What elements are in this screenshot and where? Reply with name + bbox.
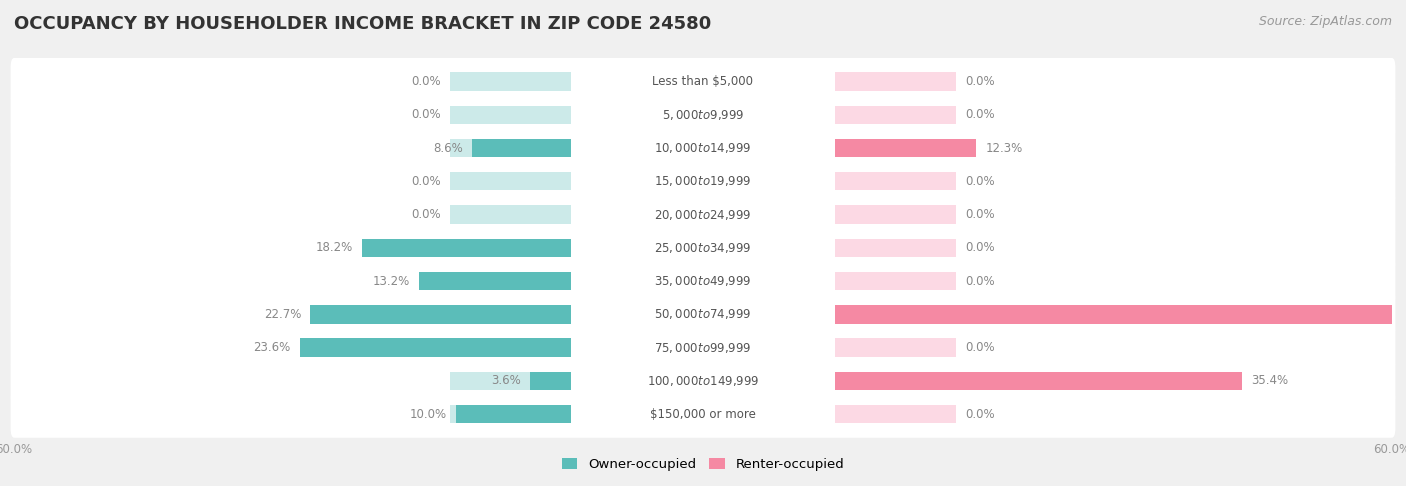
- Text: 8.6%: 8.6%: [433, 141, 463, 155]
- Bar: [835, 139, 956, 157]
- Bar: [835, 105, 956, 124]
- Text: $100,000 to $149,999: $100,000 to $149,999: [647, 374, 759, 388]
- Text: 0.0%: 0.0%: [412, 108, 441, 122]
- Bar: [299, 338, 571, 357]
- Bar: [450, 272, 571, 290]
- Bar: [450, 372, 571, 390]
- Bar: [450, 239, 571, 257]
- Bar: [472, 139, 571, 157]
- Text: 18.2%: 18.2%: [315, 242, 353, 254]
- Bar: [835, 338, 956, 357]
- Text: $15,000 to $19,999: $15,000 to $19,999: [654, 174, 752, 189]
- FancyBboxPatch shape: [11, 324, 1395, 371]
- Bar: [450, 172, 571, 191]
- Legend: Owner-occupied, Renter-occupied: Owner-occupied, Renter-occupied: [557, 453, 849, 476]
- Bar: [530, 372, 571, 390]
- Text: 10.0%: 10.0%: [409, 408, 447, 420]
- FancyBboxPatch shape: [11, 191, 1395, 238]
- Bar: [835, 305, 956, 324]
- Text: $25,000 to $34,999: $25,000 to $34,999: [654, 241, 752, 255]
- Bar: [835, 372, 956, 390]
- Text: $20,000 to $24,999: $20,000 to $24,999: [654, 208, 752, 222]
- Bar: [450, 405, 571, 423]
- Bar: [835, 139, 976, 157]
- Text: $75,000 to $99,999: $75,000 to $99,999: [654, 341, 752, 355]
- Text: 0.0%: 0.0%: [965, 108, 994, 122]
- Text: 0.0%: 0.0%: [965, 242, 994, 254]
- Text: 0.0%: 0.0%: [412, 75, 441, 88]
- Bar: [456, 405, 571, 423]
- Bar: [450, 139, 571, 157]
- FancyBboxPatch shape: [11, 91, 1395, 139]
- Bar: [361, 239, 571, 257]
- Text: 22.7%: 22.7%: [264, 308, 301, 321]
- Bar: [450, 72, 571, 91]
- Bar: [835, 72, 956, 91]
- FancyBboxPatch shape: [11, 158, 1395, 205]
- FancyBboxPatch shape: [11, 224, 1395, 272]
- Bar: [450, 338, 571, 357]
- Text: $150,000 or more: $150,000 or more: [650, 408, 756, 420]
- FancyBboxPatch shape: [11, 124, 1395, 172]
- FancyBboxPatch shape: [11, 258, 1395, 305]
- Bar: [450, 105, 571, 124]
- Text: $5,000 to $9,999: $5,000 to $9,999: [662, 108, 744, 122]
- Text: 0.0%: 0.0%: [965, 408, 994, 420]
- Bar: [835, 272, 956, 290]
- Bar: [419, 272, 571, 290]
- Text: $10,000 to $14,999: $10,000 to $14,999: [654, 141, 752, 155]
- Bar: [835, 405, 956, 423]
- Text: OCCUPANCY BY HOUSEHOLDER INCOME BRACKET IN ZIP CODE 24580: OCCUPANCY BY HOUSEHOLDER INCOME BRACKET …: [14, 15, 711, 33]
- Bar: [835, 206, 956, 224]
- Text: 23.6%: 23.6%: [253, 341, 291, 354]
- Text: 12.3%: 12.3%: [986, 141, 1022, 155]
- Text: $50,000 to $74,999: $50,000 to $74,999: [654, 307, 752, 321]
- Bar: [450, 305, 571, 324]
- Text: 0.0%: 0.0%: [965, 75, 994, 88]
- Text: 0.0%: 0.0%: [965, 208, 994, 221]
- Text: Less than $5,000: Less than $5,000: [652, 75, 754, 88]
- Bar: [835, 372, 1241, 390]
- Text: 35.4%: 35.4%: [1251, 374, 1288, 387]
- Bar: [835, 172, 956, 191]
- FancyBboxPatch shape: [11, 391, 1395, 438]
- Text: 0.0%: 0.0%: [412, 208, 441, 221]
- Bar: [450, 206, 571, 224]
- Bar: [835, 239, 956, 257]
- Text: 0.0%: 0.0%: [965, 275, 994, 288]
- Text: $35,000 to $49,999: $35,000 to $49,999: [654, 274, 752, 288]
- Text: 0.0%: 0.0%: [965, 175, 994, 188]
- Bar: [835, 305, 1406, 324]
- Text: 3.6%: 3.6%: [491, 374, 520, 387]
- FancyBboxPatch shape: [11, 291, 1395, 338]
- FancyBboxPatch shape: [11, 357, 1395, 404]
- Text: 0.0%: 0.0%: [965, 341, 994, 354]
- Text: Source: ZipAtlas.com: Source: ZipAtlas.com: [1258, 15, 1392, 28]
- FancyBboxPatch shape: [11, 58, 1395, 105]
- Bar: [311, 305, 571, 324]
- Text: 13.2%: 13.2%: [373, 275, 411, 288]
- Text: 0.0%: 0.0%: [412, 175, 441, 188]
